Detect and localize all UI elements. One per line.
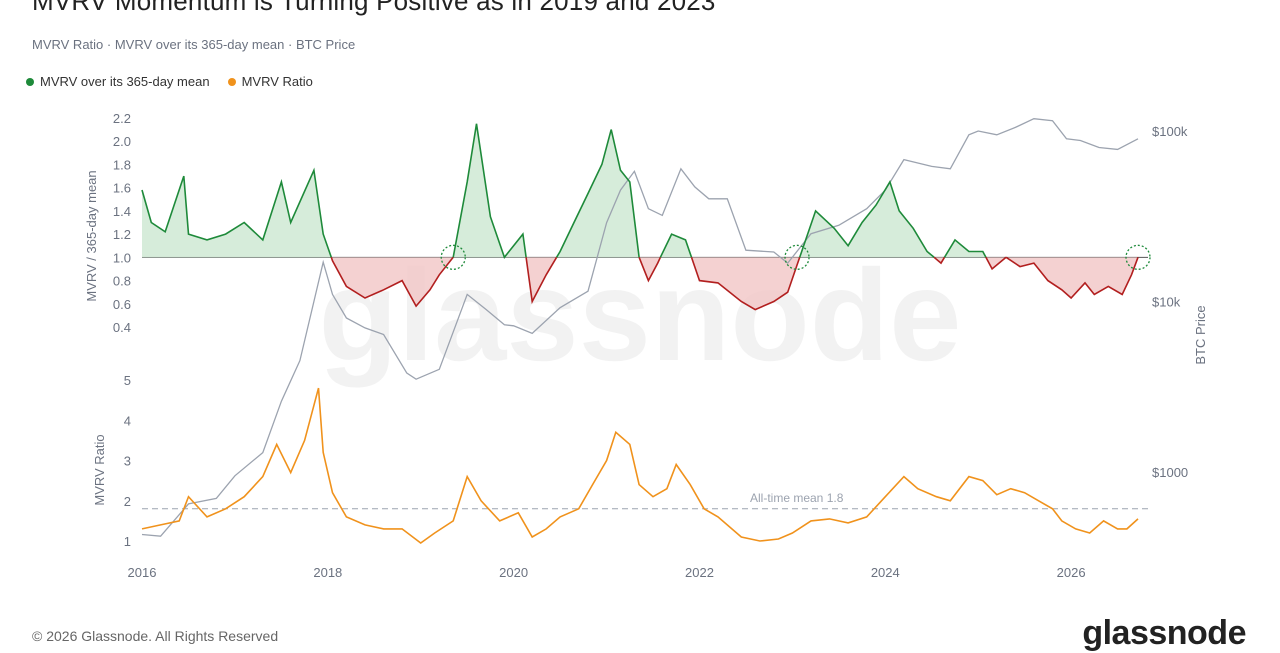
- y-tick-top: 2.2: [113, 111, 131, 126]
- y-tick-top: 1.4: [113, 204, 131, 219]
- y-axis-title-price: BTC Price: [1193, 305, 1208, 364]
- y-tick-price: $10k: [1152, 295, 1181, 310]
- y-tick-bottom: 4: [124, 413, 131, 428]
- y-tick-top: 0.6: [113, 297, 131, 312]
- x-tick: 2016: [128, 565, 157, 580]
- y-tick-top: 0.4: [113, 320, 131, 335]
- x-tick: 2020: [499, 565, 528, 580]
- y-tick-bottom: 2: [124, 494, 131, 509]
- y-tick-top: 2.0: [113, 134, 131, 149]
- y-tick-price: $1000: [1152, 465, 1188, 480]
- y-axis-title-top: MVRV / 365-day mean: [84, 170, 99, 301]
- y-tick-bottom: 3: [124, 454, 131, 469]
- x-tick: 2022: [685, 565, 714, 580]
- mean-line-label: All-time mean 1.8: [750, 491, 844, 505]
- y-tick-top: 1.8: [113, 157, 131, 172]
- y-tick-top: 1.0: [113, 250, 131, 265]
- x-tick: 2024: [871, 565, 900, 580]
- mvrv-ratio-line: [142, 388, 1138, 543]
- y-tick-bottom: 1: [124, 534, 131, 549]
- x-tick: 2026: [1057, 565, 1086, 580]
- mvrv-momentum-fill-above: [800, 182, 934, 257]
- copyright: © 2026 Glassnode. All Rights Reserved: [32, 628, 278, 644]
- mvrv-momentum-fill-above: [557, 130, 640, 258]
- glassnode-logo: glassnode: [1082, 614, 1246, 653]
- y-tick-top: 0.8: [113, 274, 131, 289]
- x-tick: 2018: [313, 565, 342, 580]
- y-tick-price: $100k: [1152, 124, 1188, 139]
- y-tick-top: 1.6: [113, 181, 131, 196]
- y-tick-top: 1.2: [113, 227, 131, 242]
- mvrv-momentum-fill-above: [453, 124, 526, 258]
- y-axis-title-bottom: MVRV Ratio: [92, 434, 107, 505]
- y-tick-bottom: 5: [124, 373, 131, 388]
